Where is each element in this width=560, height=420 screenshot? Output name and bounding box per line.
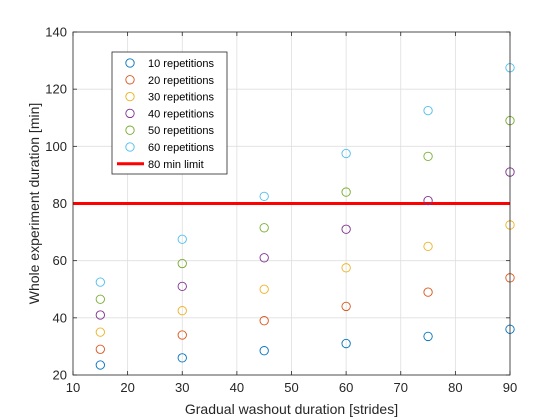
legend-label: 50 repetitions (148, 125, 215, 137)
point-series-1 (259, 346, 269, 356)
x-tick-label: 40 (230, 380, 244, 395)
point-series-5 (95, 294, 105, 304)
point-series-3 (95, 327, 105, 337)
legend-marker (125, 75, 135, 85)
point-series-4 (95, 310, 105, 320)
legend-marker (125, 58, 135, 68)
legend-label: 20 repetitions (148, 75, 215, 87)
point-series-6 (177, 234, 187, 244)
point-series-3 (423, 241, 433, 252)
x-tick-label: 60 (339, 380, 353, 395)
y-tick-label: 60 (53, 253, 67, 268)
point-series-3 (341, 263, 351, 273)
legend-label: 30 repetitions (148, 92, 215, 104)
point-series-2 (259, 316, 269, 326)
y-tick-label: 80 (53, 196, 67, 211)
point-series-6 (423, 105, 433, 116)
point-series-4 (341, 224, 351, 234)
y-tick-label: 40 (53, 310, 67, 325)
point-series-2 (341, 301, 351, 312)
y-axis-label: Whole experiment duration [min] (26, 103, 42, 305)
legend-marker (125, 142, 135, 152)
legend-marker (125, 125, 135, 135)
point-series-4 (177, 281, 187, 292)
point-series-2 (423, 287, 433, 297)
point-series-5 (423, 151, 433, 161)
legend-box (111, 51, 228, 175)
point-series-3 (259, 284, 269, 294)
x-tick-label: 50 (284, 380, 298, 395)
y-tick-label: 120 (45, 82, 67, 97)
x-tick-label: 90 (503, 380, 517, 395)
point-series-5 (177, 258, 187, 269)
legend: 10 repetitions 20 repetitions 30 repetitio… (111, 51, 228, 175)
legend-label: 40 repetitions (148, 108, 215, 120)
legend-label: 60 repetitions (148, 142, 215, 154)
y-tick-label: 20 (53, 368, 67, 383)
point-series-3 (177, 306, 187, 316)
point-series-6 (95, 277, 105, 287)
point-series-2 (95, 344, 105, 354)
legend-label: 80 min limit (148, 159, 204, 171)
point-series-1 (95, 360, 105, 370)
x-tick-label: 30 (175, 380, 189, 395)
point-series-1 (177, 353, 187, 363)
x-axis-label: Gradual washout duration [strides] (185, 401, 398, 417)
point-series-5 (341, 187, 351, 197)
x-tick-label: 80 (448, 380, 462, 395)
point-series-1 (341, 338, 351, 349)
point-series-2 (177, 330, 187, 340)
x-tick-label: 10 (66, 380, 80, 395)
x-tick-label: 20 (120, 380, 134, 395)
legend-marker (125, 91, 135, 102)
point-series-6 (259, 191, 269, 202)
point-series-4 (423, 195, 433, 206)
point-series-5 (259, 223, 269, 233)
legend-marker (125, 108, 135, 119)
legend-label: 10 repetitions (148, 58, 215, 70)
x-tick-label: 70 (394, 380, 408, 395)
plot-frame (72, 31, 511, 376)
y-tick-label: 140 (45, 25, 67, 40)
y-tick-label: 100 (45, 139, 67, 154)
point-series-1 (423, 331, 433, 342)
point-series-4 (259, 253, 269, 263)
point-series-6 (341, 148, 351, 159)
